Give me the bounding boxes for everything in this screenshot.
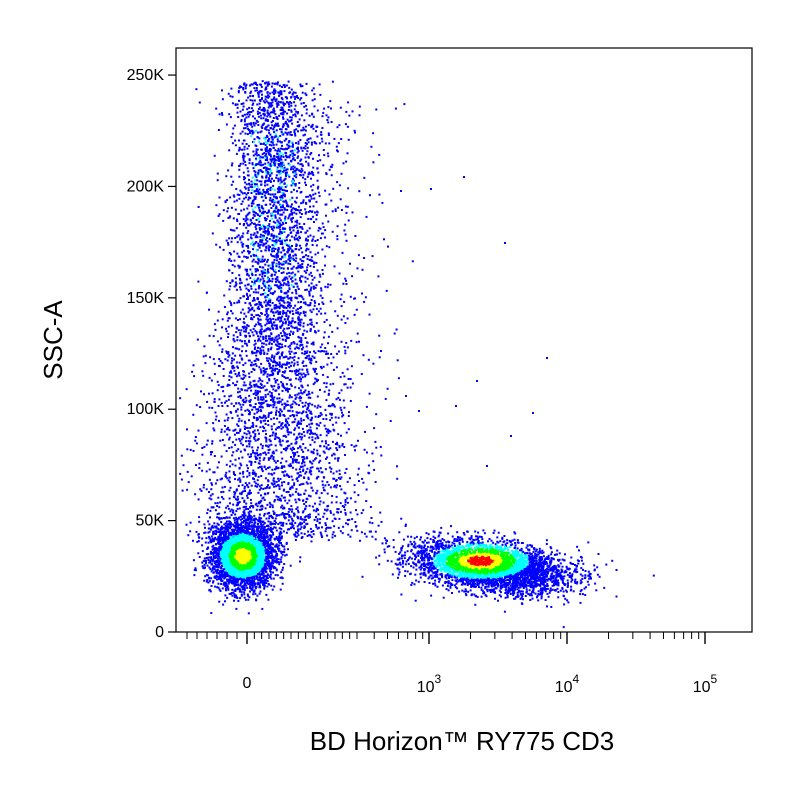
x-minor-ticks [186, 632, 700, 639]
x-axis: 0 103 104 105 [243, 632, 718, 696]
y-tick-label: 250K [127, 67, 165, 84]
y-axis: 0 50K 100K 150K 200K 250K [127, 67, 176, 641]
density-dots [179, 80, 655, 629]
x-axis-title: BD Horizon™ RY775 CD3 [310, 726, 614, 756]
y-tick-label: 50K [136, 513, 165, 530]
x-tick-label: 0 [243, 675, 252, 692]
y-tick-label: 150K [127, 290, 165, 307]
y-tick-label: 0 [155, 624, 164, 641]
y-tick-label: 100K [127, 401, 165, 418]
x-tick-label: 105 [693, 672, 718, 696]
y-axis-title: SSC-A [38, 300, 68, 380]
x-tick-label: 104 [555, 672, 580, 696]
y-tick-label: 200K [127, 178, 165, 195]
x-tick-label: 103 [417, 672, 442, 696]
plot-frame [175, 47, 753, 633]
